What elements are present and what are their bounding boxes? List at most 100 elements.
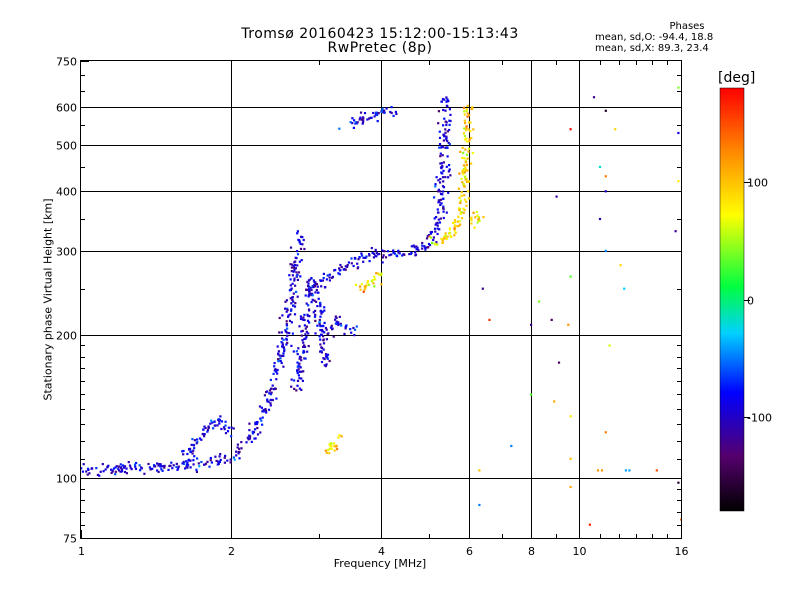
o-mode-echo xyxy=(440,162,443,165)
x-mode-echo xyxy=(465,108,468,111)
o-mode-echo xyxy=(445,135,448,138)
x-mode-echo xyxy=(470,107,473,111)
x-mode-echo xyxy=(373,285,376,288)
o-mode-echo xyxy=(106,465,109,468)
o-mode-echo xyxy=(192,463,195,466)
o-mode-echo xyxy=(326,357,329,360)
o-mode-echo xyxy=(147,462,150,466)
o-mode-echo xyxy=(208,465,211,468)
scattered-echo xyxy=(598,165,602,168)
o-mode-echo xyxy=(254,437,257,440)
o-mode-echo xyxy=(289,297,292,300)
o-mode-echo xyxy=(297,368,300,371)
o-mode-echo xyxy=(296,278,299,281)
o-mode-echo xyxy=(125,467,128,470)
x-mode-echo xyxy=(448,231,452,234)
x-mode-echo xyxy=(445,237,448,240)
o-mode-echo xyxy=(445,165,448,168)
o-mode-echo xyxy=(302,370,305,373)
o-mode-echo xyxy=(255,422,258,425)
o-mode-echo xyxy=(237,450,240,454)
o-mode-echo xyxy=(394,110,397,113)
o-mode-echo xyxy=(438,201,441,204)
scattered-echo xyxy=(530,393,533,396)
o-mode-echo xyxy=(442,161,445,164)
o-mode-echo xyxy=(298,387,301,390)
o-mode-echo xyxy=(376,253,380,256)
x-mode-echo xyxy=(463,110,466,113)
o-mode-echo xyxy=(170,461,173,464)
o-mode-echo xyxy=(433,227,437,230)
o-mode-echo xyxy=(260,406,263,409)
o-mode-echo xyxy=(220,420,224,423)
o-mode-echo xyxy=(104,468,107,471)
o-mode-echo xyxy=(290,308,293,311)
o-mode-echo xyxy=(216,424,219,427)
o-mode-echo xyxy=(442,169,445,172)
o-mode-echo xyxy=(447,176,450,179)
o-mode-echo xyxy=(266,400,269,403)
o-mode-echo xyxy=(355,325,358,328)
o-mode-echo xyxy=(448,164,451,167)
o-mode-echo xyxy=(304,337,307,340)
x-mode-echo xyxy=(440,237,443,240)
scattered-echo xyxy=(567,323,570,326)
o-mode-echo xyxy=(121,470,124,473)
scattered-echo xyxy=(596,469,600,472)
o-mode-echo xyxy=(323,306,326,309)
o-mode-echo xyxy=(198,465,201,468)
o-mode-echo xyxy=(278,331,281,334)
o-mode-echo xyxy=(434,223,437,226)
o-mode-echo xyxy=(322,276,325,280)
x-mode-echo xyxy=(468,140,471,143)
o-mode-echo xyxy=(396,255,399,258)
x-mode-echo xyxy=(441,241,444,244)
o-mode-echo xyxy=(301,329,304,332)
o-mode-echo xyxy=(293,277,296,280)
o-mode-echo xyxy=(300,334,303,337)
o-mode-echo xyxy=(306,313,309,316)
o-mode-echo xyxy=(343,332,346,335)
o-mode-echo xyxy=(440,146,443,149)
o-mode-echo xyxy=(315,283,319,286)
o-mode-echo xyxy=(301,339,304,342)
o-mode-echo xyxy=(270,387,273,390)
o-mode-echo xyxy=(293,279,296,282)
o-mode-echo xyxy=(319,301,322,304)
o-mode-echo xyxy=(381,107,384,110)
o-mode-echo xyxy=(397,251,400,254)
o-mode-echo xyxy=(438,146,441,149)
phase-stats-o-mode: mean, sd,O: -94.4, 18.8 xyxy=(595,32,714,43)
o-mode-echo xyxy=(159,465,162,468)
o-mode-echo xyxy=(198,437,202,440)
x-mode-echo xyxy=(463,198,466,201)
o-mode-echo xyxy=(312,279,315,282)
o-mode-echo xyxy=(251,432,254,435)
x-mode-echo xyxy=(448,228,451,231)
y-tick-label: 75 xyxy=(63,533,77,546)
o-mode-echo xyxy=(82,463,85,466)
o-mode-echo xyxy=(88,472,91,475)
o-mode-echo xyxy=(301,379,304,382)
o-mode-echo xyxy=(133,463,137,466)
o-mode-echo xyxy=(313,315,317,318)
x-mode-echo xyxy=(378,273,381,276)
o-mode-echo xyxy=(248,422,251,425)
x-mode-echo xyxy=(325,451,328,454)
o-mode-echo xyxy=(408,253,411,256)
scattered-echo xyxy=(619,264,622,267)
o-mode-echo xyxy=(296,253,300,256)
x-mode-echo xyxy=(463,135,466,138)
o-mode-echo xyxy=(432,238,435,242)
o-mode-echo xyxy=(286,309,289,312)
o-mode-echo xyxy=(309,293,312,296)
o-mode-echo xyxy=(344,325,348,328)
o-mode-echo xyxy=(209,459,212,462)
o-mode-echo xyxy=(322,342,326,345)
o-mode-echo xyxy=(356,121,359,124)
o-mode-echo xyxy=(290,385,293,388)
x-mode-echo xyxy=(464,168,467,171)
x-mode-echo xyxy=(456,220,459,223)
o-mode-echo xyxy=(425,237,429,240)
o-mode-echo xyxy=(338,273,341,276)
